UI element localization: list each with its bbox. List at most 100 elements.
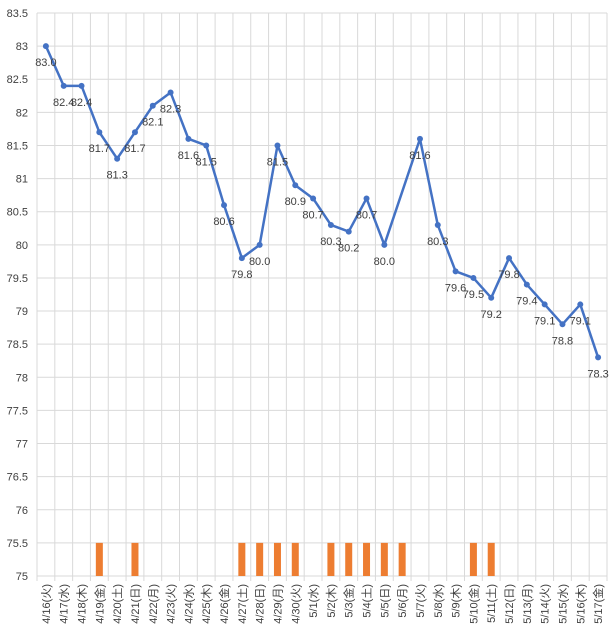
x-tick-label: 4/17(水)	[58, 584, 71, 624]
x-tick-label: 5/17(金)	[591, 584, 605, 624]
bar	[469, 542, 477, 576]
y-tick-label: 79	[16, 306, 28, 318]
x-tick-label: 4/19(金)	[92, 584, 106, 624]
data-point	[470, 274, 477, 281]
data-point	[523, 281, 530, 288]
y-tick-label: 76.5	[7, 472, 28, 484]
data-label: 79.2	[481, 309, 502, 321]
data-point	[327, 221, 334, 228]
x-tick-label: 5/7(火)	[415, 584, 427, 618]
x-tick-label: 5/3(金)	[342, 584, 356, 618]
y-tick-label: 78	[16, 372, 28, 384]
x-tick-label: 5/5(日)	[379, 584, 391, 618]
y-tick-label: 80	[16, 240, 28, 252]
y-tick-label: 82.5	[7, 74, 28, 86]
data-point	[363, 195, 370, 202]
data-point	[60, 82, 67, 89]
y-tick-label: 82	[16, 107, 28, 119]
data-point	[221, 202, 228, 209]
data-label: 81.3	[106, 170, 127, 182]
x-tick-label: 4/23(火)	[166, 584, 178, 624]
data-point	[434, 221, 441, 228]
data-label: 81.7	[89, 143, 110, 155]
data-point	[203, 142, 210, 149]
data-point	[310, 195, 317, 202]
data-point	[149, 102, 156, 109]
x-tick-label: 5/1(水)	[307, 584, 320, 618]
data-label: 80.2	[338, 243, 359, 255]
data-point	[238, 255, 245, 262]
data-label: 79.8	[498, 269, 519, 281]
y-tick-label: 79.5	[7, 273, 28, 285]
data-label: 80.3	[427, 236, 448, 248]
data-label: 80.0	[374, 256, 395, 268]
x-tick-label: 5/16(木)	[574, 584, 587, 624]
x-tick-label: 4/28(日)	[255, 584, 267, 624]
x-tick-label: 5/15(水)	[556, 584, 569, 624]
data-label: 79.1	[534, 315, 555, 327]
data-label: 83.0	[35, 57, 56, 69]
data-label: 79.6	[445, 282, 466, 294]
bar	[131, 542, 139, 576]
x-tick-label: 4/16(火)	[41, 584, 53, 624]
x-tick-label: 4/27(土)	[236, 584, 249, 624]
bar	[380, 542, 388, 576]
y-tick-label: 78.5	[7, 339, 28, 351]
bar	[345, 542, 353, 576]
data-point	[595, 354, 602, 361]
data-point	[96, 129, 103, 136]
x-tick-label: 5/8(水)	[432, 584, 445, 618]
data-label: 81.7	[124, 143, 145, 155]
data-label: 81.5	[196, 156, 217, 168]
data-point	[488, 294, 495, 301]
x-tick-label: 4/22(月)	[148, 584, 160, 624]
x-tick-label: 4/21(日)	[130, 584, 142, 624]
x-tick-label: 4/30(火)	[290, 584, 302, 624]
y-tick-label: 76	[16, 505, 28, 517]
data-label: 82.1	[142, 117, 163, 129]
data-label: 82.4	[71, 97, 92, 109]
data-label: 82.3	[160, 103, 181, 115]
y-tick-label: 80.5	[7, 207, 28, 219]
data-label: 82.4	[53, 97, 74, 109]
data-point	[577, 301, 584, 308]
bar	[95, 542, 103, 576]
x-tick-label: 5/14(火)	[540, 584, 552, 624]
x-tick-label: 5/11(土)	[485, 584, 498, 623]
data-label: 80.0	[249, 256, 270, 268]
data-point	[506, 255, 513, 262]
data-point	[78, 82, 85, 89]
data-label: 78.3	[587, 368, 608, 380]
x-tick-label: 4/26(金)	[217, 584, 231, 624]
data-label: 79.8	[231, 269, 252, 281]
data-label: 78.8	[552, 335, 573, 347]
data-label: 79.5	[463, 289, 484, 301]
data-point	[167, 89, 174, 96]
data-label: 80.7	[302, 209, 323, 221]
data-label: 79.1	[570, 315, 591, 327]
y-tick-label: 83	[16, 41, 28, 53]
x-tick-label: 4/18(木)	[76, 584, 89, 624]
data-point	[416, 135, 423, 142]
bar	[327, 542, 335, 576]
data-label: 81.5	[267, 156, 288, 168]
data-label: 79.4	[516, 296, 537, 308]
x-tick-label: 5/4(土)	[361, 584, 374, 618]
x-tick-label: 5/6(月)	[397, 584, 409, 618]
data-point	[42, 43, 49, 50]
x-tick-label: 5/10(金)	[466, 584, 480, 624]
x-tick-label: 5/12(日)	[504, 584, 516, 624]
data-label: 81.6	[409, 150, 430, 162]
data-point	[274, 142, 281, 149]
y-tick-label: 77.5	[7, 405, 28, 417]
y-tick-label: 75	[16, 571, 28, 583]
data-point	[131, 129, 138, 136]
x-tick-label: 4/20(土)	[111, 584, 124, 624]
data-point	[114, 155, 121, 162]
data-label: 80.3	[320, 236, 341, 248]
bar	[273, 542, 281, 576]
bar	[238, 542, 246, 576]
data-point	[185, 135, 192, 142]
